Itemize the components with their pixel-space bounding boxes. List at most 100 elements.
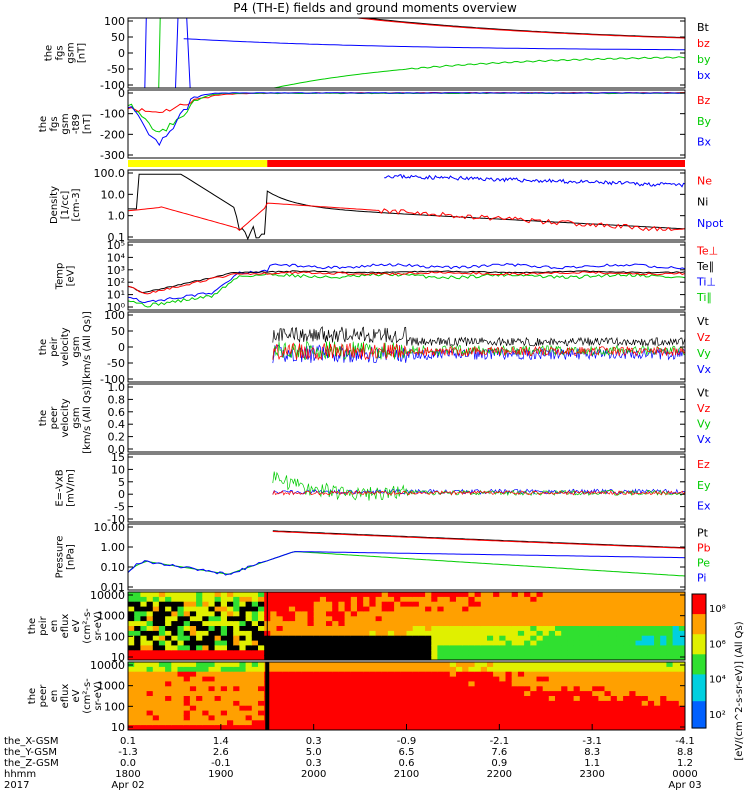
spec-cell bbox=[183, 611, 191, 617]
spec-cell bbox=[517, 671, 525, 678]
spec-cell bbox=[239, 655, 247, 660]
spec-cell bbox=[239, 710, 247, 717]
spec-cell bbox=[158, 655, 166, 660]
spec-cell bbox=[474, 635, 482, 642]
spec-cell bbox=[598, 725, 606, 730]
spec-cell bbox=[406, 700, 414, 707]
spec-cell bbox=[462, 592, 469, 598]
spec-cell bbox=[313, 671, 321, 678]
spec-cell bbox=[406, 626, 414, 632]
spec-cell bbox=[239, 691, 247, 697]
spec-cell bbox=[567, 635, 575, 642]
spec-cell bbox=[672, 720, 680, 726]
spec-cell bbox=[400, 696, 408, 702]
spec-cell bbox=[202, 621, 210, 627]
spec-cell bbox=[418, 686, 426, 692]
spec-cell bbox=[505, 691, 513, 697]
spec-cell bbox=[220, 630, 228, 637]
spec-cell bbox=[165, 606, 172, 613]
spec-cell bbox=[165, 705, 172, 712]
legend-Ti⊥: Ti⊥ bbox=[696, 276, 716, 289]
spec-cell bbox=[524, 700, 531, 707]
spec-cell bbox=[189, 720, 197, 726]
spec-cell bbox=[480, 705, 488, 712]
spec-cell bbox=[567, 616, 575, 622]
colorbar-band bbox=[692, 651, 706, 655]
series-Pt bbox=[272, 530, 685, 549]
spec-cell bbox=[152, 630, 160, 637]
spec-cell bbox=[678, 601, 685, 608]
spec-cell bbox=[555, 616, 562, 622]
spec-cell bbox=[623, 650, 630, 656]
spec-cell bbox=[350, 720, 358, 726]
spec-cell bbox=[629, 720, 637, 726]
spec-cell bbox=[499, 696, 507, 702]
spec-cell bbox=[443, 696, 451, 702]
spec-cell bbox=[474, 650, 482, 656]
spec-cell bbox=[487, 596, 494, 603]
spec-cell bbox=[208, 621, 216, 627]
spec-cell bbox=[394, 611, 401, 617]
spec-cell bbox=[647, 666, 655, 673]
spec-cell bbox=[548, 596, 556, 603]
spec-cell bbox=[233, 655, 240, 660]
spec-cell bbox=[511, 681, 519, 687]
y-label-line: E=-VxB bbox=[55, 469, 66, 506]
spec-cell bbox=[598, 592, 606, 598]
x-tick-label: 0.9 bbox=[491, 758, 507, 769]
spec-cell bbox=[381, 626, 389, 632]
spec-cell bbox=[586, 705, 593, 712]
spec-cell bbox=[418, 645, 426, 651]
spec-cell bbox=[400, 666, 408, 673]
spec-cell bbox=[227, 700, 234, 707]
spec-cell bbox=[672, 710, 680, 717]
spec-cell bbox=[338, 725, 346, 730]
spec-cell bbox=[678, 606, 685, 613]
spec-cell bbox=[425, 671, 432, 678]
spec-cell bbox=[326, 725, 333, 730]
spec-cell bbox=[258, 691, 265, 697]
spec-cell bbox=[196, 715, 203, 721]
legend-Ey: Ey bbox=[697, 479, 711, 492]
x-tick-label: 8.8 bbox=[677, 747, 693, 758]
spec-cell bbox=[220, 700, 228, 707]
spec-cell bbox=[394, 630, 401, 637]
spec-cell bbox=[400, 662, 408, 668]
spec-cell bbox=[517, 606, 525, 613]
spec-cell bbox=[412, 611, 420, 617]
spec-cell bbox=[233, 720, 240, 726]
spec-cell bbox=[548, 606, 556, 613]
spec-cell bbox=[350, 621, 358, 627]
spec-cell bbox=[338, 691, 346, 697]
spec-cell bbox=[313, 596, 321, 603]
spec-cell bbox=[654, 725, 661, 730]
spec-cell bbox=[629, 621, 637, 627]
spec-cell bbox=[177, 640, 185, 647]
spec-cell bbox=[647, 691, 655, 697]
y-label-line: [eV] bbox=[66, 266, 77, 287]
spec-cell bbox=[524, 592, 531, 598]
x-tick-label: 2.6 bbox=[213, 747, 229, 758]
spec-cell bbox=[654, 715, 661, 721]
spec-cell bbox=[332, 676, 339, 683]
spec-cell bbox=[227, 616, 234, 622]
y-tick-label: 50 bbox=[111, 325, 125, 338]
spec-cell bbox=[666, 640, 674, 647]
spec-cell bbox=[332, 710, 339, 717]
spec-cell bbox=[220, 720, 228, 726]
spec-cell bbox=[251, 592, 259, 598]
spec-cell bbox=[536, 686, 544, 692]
spec-cell bbox=[425, 705, 432, 712]
spec-cell bbox=[666, 611, 674, 617]
spec-cell bbox=[629, 606, 637, 613]
colorbar-tick-label: 10⁶ bbox=[709, 639, 726, 650]
spec-cell bbox=[196, 626, 203, 632]
spec-cell bbox=[338, 715, 346, 721]
spec-cell bbox=[369, 710, 377, 717]
spec-cell bbox=[616, 645, 624, 651]
spec-cell bbox=[586, 616, 593, 622]
spec-cell bbox=[449, 676, 457, 683]
spec-cell bbox=[394, 606, 401, 613]
y-label-line: sr-eV) bbox=[93, 611, 104, 640]
spec-cell bbox=[412, 655, 420, 660]
